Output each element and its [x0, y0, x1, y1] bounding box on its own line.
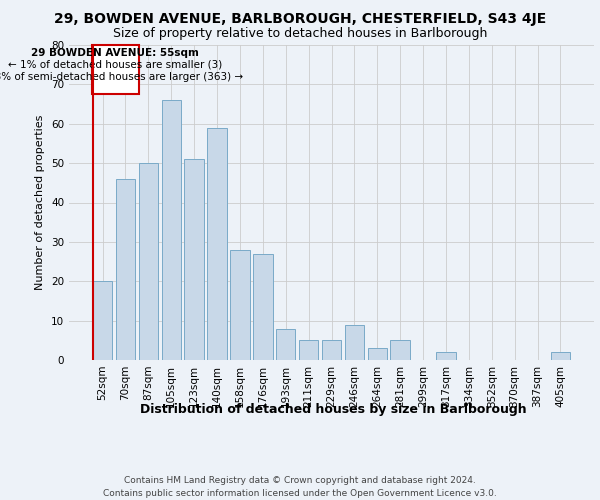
Bar [551, 352, 570, 360]
Bar [230, 250, 250, 360]
Text: Contains HM Land Registry data © Crown copyright and database right 2024.: Contains HM Land Registry data © Crown c… [124, 476, 476, 485]
Bar [299, 340, 319, 360]
Text: ← 1% of detached houses are smaller (3): ← 1% of detached houses are smaller (3) [8, 60, 223, 70]
Bar [344, 324, 364, 360]
Text: 98% of semi-detached houses are larger (363) →: 98% of semi-detached houses are larger (… [0, 72, 243, 82]
Bar [368, 348, 387, 360]
Bar [436, 352, 455, 360]
Text: 29 BOWDEN AVENUE: 55sqm: 29 BOWDEN AVENUE: 55sqm [31, 48, 199, 58]
Bar [276, 328, 295, 360]
Bar [161, 100, 181, 360]
Bar [184, 159, 204, 360]
Bar [391, 340, 410, 360]
Bar [139, 163, 158, 360]
Bar [253, 254, 272, 360]
Text: Distribution of detached houses by size in Barlborough: Distribution of detached houses by size … [140, 402, 526, 415]
Text: 29, BOWDEN AVENUE, BARLBOROUGH, CHESTERFIELD, S43 4JE: 29, BOWDEN AVENUE, BARLBOROUGH, CHESTERF… [54, 12, 546, 26]
Bar [208, 128, 227, 360]
Y-axis label: Number of detached properties: Number of detached properties [35, 115, 46, 290]
Bar [322, 340, 341, 360]
Bar [92, 45, 139, 94]
Bar [116, 179, 135, 360]
Text: Contains public sector information licensed under the Open Government Licence v3: Contains public sector information licen… [103, 489, 497, 498]
Bar [93, 281, 112, 360]
Text: Size of property relative to detached houses in Barlborough: Size of property relative to detached ho… [113, 28, 487, 40]
